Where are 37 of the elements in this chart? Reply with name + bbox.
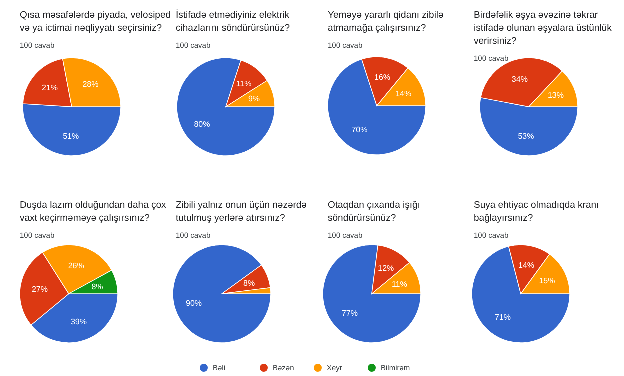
pie-slice [472,246,570,344]
chart-title: Yeməyə yararlı qidanı zibilə atmamağa çalışırsınız? [328,10,444,34]
data-label: 77% [342,309,358,318]
data-label: 13% [548,91,564,100]
data-label: 14% [396,89,412,98]
pie-slice [328,59,426,156]
data-label: 21% [42,83,58,92]
chart-title: Duşda lazım olduğundan daha çox vaxt keçirməməyə çalışırsınız? [20,200,167,224]
data-label: 11% [236,80,252,89]
chart-title: Suya ehtiyac olmadıqda kranı bağlayırsınız? [474,200,600,224]
pie-slice [172,244,272,344]
chart-title: İstifadə etmədiyiniz elektrik cihazlarını söndürürsünüz? [176,9,290,34]
data-label: 26% [68,261,84,270]
pie-slice [176,58,276,156]
data-label: 34% [512,74,528,84]
chart-title: Birdəfəlik əşya əvəzinə təkrar istifadə olunan əşyalara üstünlük verirsiniz? [474,10,612,47]
data-label: 71% [494,313,511,322]
data-label: 53% [518,132,534,142]
data-label: 15% [539,276,556,286]
data-label: 8% [92,282,104,292]
data-label: 8% [244,278,256,288]
chart-title: Otaqdan çıxanda işığı söndürürsünüz? [328,200,420,224]
data-label: 9% [248,94,260,104]
chart-title: Qısa məsafələrdə piyada, velosiped və ya ictimai nəqliyyatı seçirsiniz? [20,10,172,34]
data-label: 27% [32,285,48,294]
data-label: 39% [70,317,87,326]
chart-title: Zibili yalnız onun üçün nəzərdə tutulmuş yerlərə atırsınız? [176,200,307,224]
data-label: 12% [378,264,394,274]
data-label: 28% [82,80,99,90]
data-label: 14% [518,260,535,270]
data-label: 70% [352,126,368,135]
data-label: 16% [374,72,391,82]
data-label: 90% [186,298,202,308]
data-label: 80% [194,120,210,130]
data-label: 11% [392,280,408,289]
pie-slice [322,244,422,344]
data-label: 51% [63,132,80,142]
